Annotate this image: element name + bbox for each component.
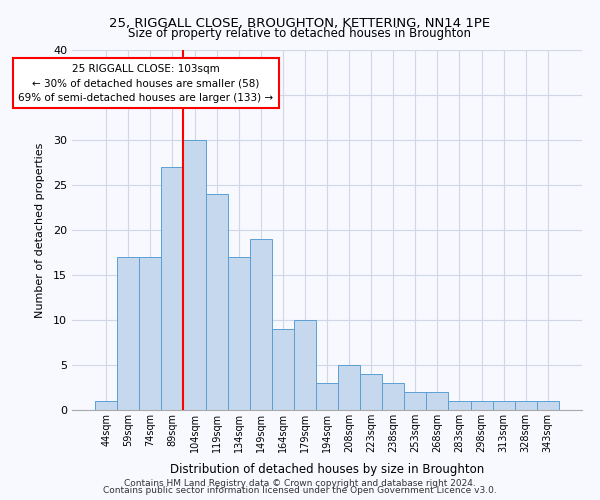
- Bar: [493, 401, 515, 410]
- Text: 25 RIGGALL CLOSE: 103sqm
← 30% of detached houses are smaller (58)
69% of semi-d: 25 RIGGALL CLOSE: 103sqm ← 30% of detach…: [19, 64, 274, 103]
- Text: 25, RIGGALL CLOSE, BROUGHTON, KETTERING, NN14 1PE: 25, RIGGALL CLOSE, BROUGHTON, KETTERING,…: [109, 18, 491, 30]
- Bar: [448, 401, 470, 410]
- Bar: [470, 401, 493, 410]
- Bar: [338, 365, 360, 410]
- Bar: [227, 257, 250, 410]
- X-axis label: Distribution of detached houses by size in Broughton: Distribution of detached houses by size …: [170, 464, 484, 476]
- Bar: [184, 140, 206, 410]
- Text: Size of property relative to detached houses in Broughton: Size of property relative to detached ho…: [128, 28, 472, 40]
- Bar: [206, 194, 227, 410]
- Bar: [117, 257, 139, 410]
- Bar: [382, 383, 404, 410]
- Bar: [272, 329, 294, 410]
- Text: Contains HM Land Registry data © Crown copyright and database right 2024.: Contains HM Land Registry data © Crown c…: [124, 478, 476, 488]
- Bar: [294, 320, 316, 410]
- Bar: [95, 401, 117, 410]
- Text: Contains public sector information licensed under the Open Government Licence v3: Contains public sector information licen…: [103, 486, 497, 495]
- Bar: [139, 257, 161, 410]
- Bar: [537, 401, 559, 410]
- Bar: [316, 383, 338, 410]
- Y-axis label: Number of detached properties: Number of detached properties: [35, 142, 44, 318]
- Bar: [161, 167, 184, 410]
- Bar: [360, 374, 382, 410]
- Bar: [515, 401, 537, 410]
- Bar: [250, 239, 272, 410]
- Bar: [404, 392, 427, 410]
- Bar: [427, 392, 448, 410]
